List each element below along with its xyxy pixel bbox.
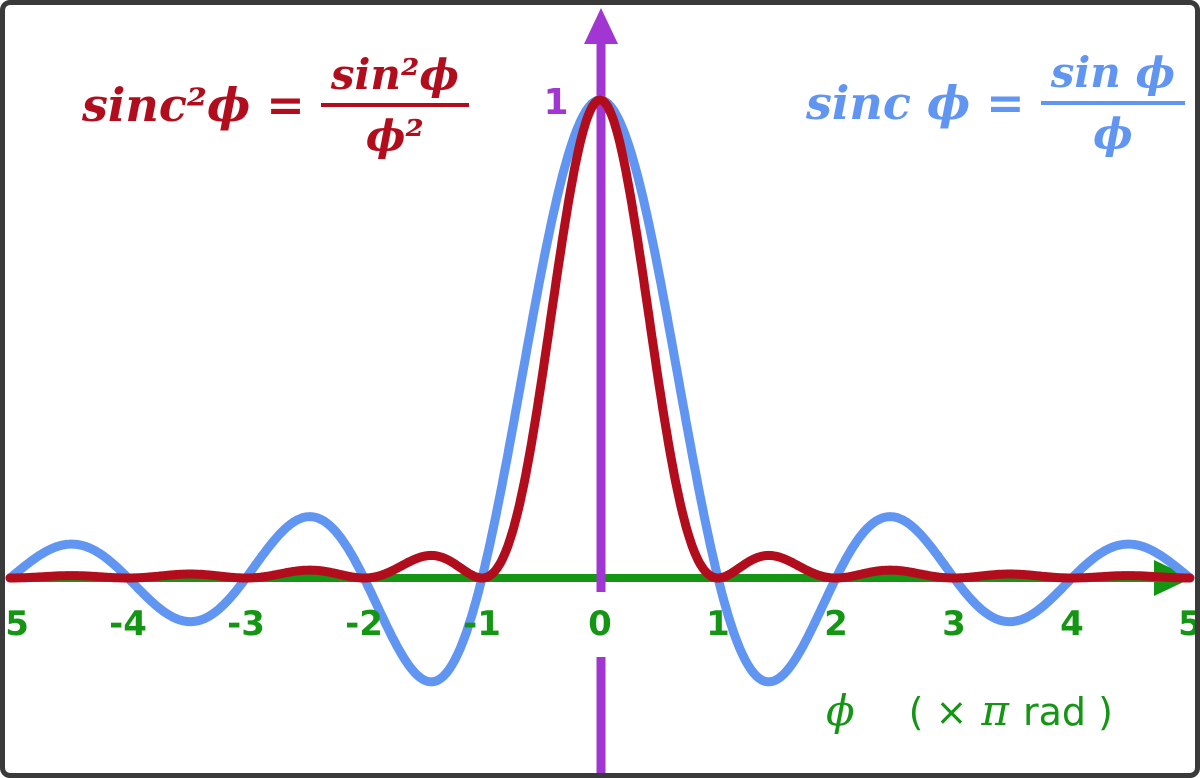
curve-sinc_squared bbox=[5, 95, 1195, 583]
y-peak-label: 1 bbox=[543, 82, 569, 123]
y-axis-arrow-icon bbox=[584, 8, 618, 44]
formula-sinc-squared: sinc²ϕ = sin²ϕ ϕ² bbox=[82, 50, 469, 160]
fraction: sin ϕ ϕ bbox=[1040, 48, 1186, 158]
curves-group bbox=[5, 95, 1195, 687]
phi-symbol: ϕ bbox=[826, 686, 855, 735]
fraction-bar bbox=[1040, 101, 1186, 105]
bracket-times: ( × bbox=[908, 690, 968, 734]
fraction-numerator: sin ϕ bbox=[1050, 48, 1176, 97]
x-axis-label: ϕ ( × π rad ) bbox=[826, 686, 1113, 735]
x-tick-label: -1 bbox=[463, 604, 501, 644]
x-tick-label: 4 bbox=[1060, 604, 1084, 644]
unit-label: rad ) bbox=[1023, 690, 1113, 734]
x-tick-label: 0 bbox=[588, 604, 612, 644]
pi-symbol: π bbox=[981, 686, 1009, 735]
x-tick-label: -3 bbox=[227, 604, 265, 644]
x-tick-label: -5 bbox=[5, 604, 29, 644]
x-tick-label: -2 bbox=[345, 604, 383, 644]
equals-sign: = bbox=[986, 76, 1025, 130]
x-tick-label: 1 bbox=[706, 604, 730, 644]
fraction-bar bbox=[320, 103, 469, 107]
fraction-denominator: ϕ bbox=[1093, 109, 1133, 158]
x-tick-label: 2 bbox=[824, 604, 848, 644]
x-tick-label: -4 bbox=[109, 604, 147, 644]
x-tick-label: 5 bbox=[1178, 604, 1200, 644]
fraction-denominator: ϕ² bbox=[365, 111, 424, 160]
equals-sign: = bbox=[266, 78, 305, 132]
fraction-numerator: sin²ϕ bbox=[330, 50, 459, 99]
formula-sinc: sinc ϕ = sin ϕ ϕ bbox=[806, 48, 1186, 158]
formula-lhs: sinc²ϕ bbox=[82, 78, 251, 132]
formula-lhs: sinc ϕ bbox=[806, 76, 971, 130]
x-tick-label: 3 bbox=[942, 604, 966, 644]
fraction: sin²ϕ ϕ² bbox=[320, 50, 469, 160]
